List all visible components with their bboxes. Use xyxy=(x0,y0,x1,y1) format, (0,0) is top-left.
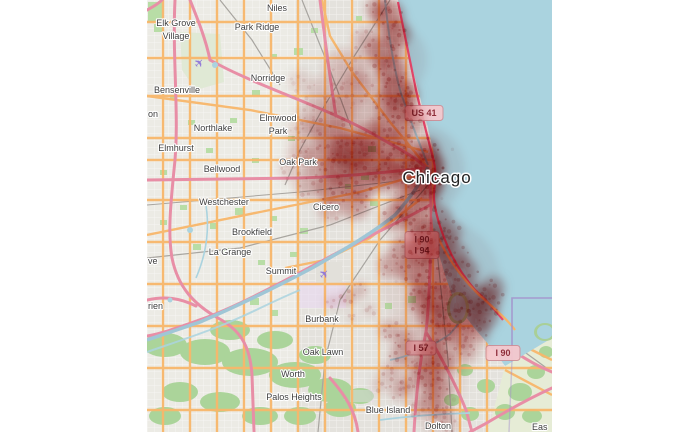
lake-michigan xyxy=(398,0,552,366)
city-label-chicago: Chicago xyxy=(402,168,471,187)
town-label: Norridge xyxy=(251,73,286,83)
route-shield: I 90 xyxy=(485,345,521,361)
town-label: Blue Island xyxy=(366,405,411,415)
town-label: Elmhurst xyxy=(158,143,194,153)
place-labels-layer: Niles Elk Grove Village Park Ridge Norridge B… xyxy=(147,2,549,432)
town-label: Northlake xyxy=(194,123,233,133)
town-label: Worth xyxy=(281,369,305,379)
town-label: ve xyxy=(148,256,158,266)
town-label: Oak Lawn xyxy=(303,347,344,357)
town-label: La Grange xyxy=(209,247,252,257)
town-label: Bensenville xyxy=(154,85,200,95)
town-label: rien xyxy=(148,301,163,311)
town-label: Westchester xyxy=(199,197,249,207)
town-label: Eas xyxy=(532,422,548,432)
town-label: Dolton xyxy=(425,421,451,431)
town-label: Elmwood xyxy=(259,113,296,123)
heatmap-overlay-layer xyxy=(279,0,505,432)
town-label: Park xyxy=(269,126,288,136)
town-label: Elk Grove xyxy=(156,18,196,28)
svg-text:US 41: US 41 xyxy=(411,108,436,118)
town-label: Niles xyxy=(267,3,288,13)
town-label: on xyxy=(148,109,158,119)
town-label: Summit xyxy=(266,266,297,276)
town-label: Brookfield xyxy=(232,227,272,237)
landuse-layer xyxy=(300,262,374,402)
state-boundary-layer xyxy=(508,297,552,432)
town-label: Bellwood xyxy=(204,164,241,174)
town-label: Palos Heights xyxy=(266,392,322,402)
town-label: Cicero xyxy=(313,202,339,212)
town-label: Village xyxy=(163,31,190,41)
wolf-lake xyxy=(537,325,552,339)
town-label: Burbank xyxy=(305,314,339,324)
svg-text:I 90: I 90 xyxy=(495,348,510,358)
town-label: Oak Park xyxy=(279,157,317,167)
town-label: Park Ridge xyxy=(235,22,280,32)
